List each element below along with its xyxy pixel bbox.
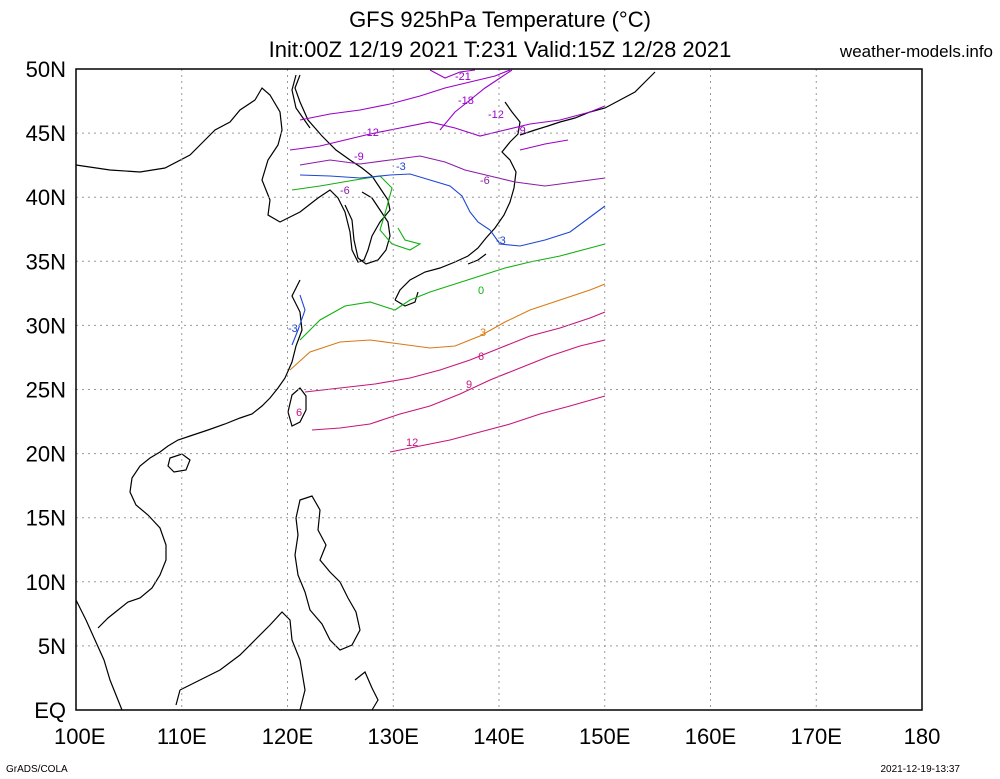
contour-0 [291,175,606,341]
coast-malaya [75,599,123,711]
latitude-tick-label: 30N [26,313,66,338]
contour-6 [304,311,606,393]
contour-label: 6 [478,351,484,363]
chart-subtitle: Init:00Z 12/19 2021 T:231 Valid:15Z 12/2… [268,37,732,62]
latitude-tick-label: 40N [26,185,66,210]
contour-minus9 [289,105,606,151]
coastlines [75,71,656,711]
latitude-tick-label: 15N [26,506,66,531]
contour-label: 9 [466,379,472,391]
footer-timestamp: 2021-12-19-13:37 [880,764,960,775]
graticule [76,69,922,710]
latitude-tick-label: 35N [26,249,66,274]
latitude-tick-label: 5N [38,634,66,659]
contour-label: -3 [496,235,506,247]
coast-philippines [294,495,361,651]
contour-label: 12 [406,437,418,449]
longitude-labels: 100E 110E 120E 130E 140E 150E 160E 170E 180 [54,724,940,749]
longitude-tick-label: 150E [579,724,630,749]
contour-label: -18 [458,95,474,107]
contour-minus3 [291,173,606,346]
latitude-tick-label: EQ [34,698,66,723]
contour-minus6 [299,155,606,187]
contour-label: 6 [296,407,302,419]
latitude-tick-label: 10N [26,570,66,595]
latitude-tick-label: 45N [26,121,66,146]
latitude-tick-label: 50N [26,57,66,82]
longitude-tick-label: 110E [157,724,207,749]
latitude-tick-label: 20N [26,442,66,467]
contour-minus18 [439,69,513,131]
longitude-tick-label: 100E [54,724,105,749]
contour-labels: -21 -18 -12 -12 -9 -9 -6 -6 -3 -3 -3 0 3… [288,71,526,449]
contour-12 [389,395,606,453]
footer-software: GrADS/COLA [6,764,68,775]
contour-label: -9 [516,125,526,137]
site-credit: weather-models.info [839,42,993,61]
latitude-tick-label: 25N [26,378,66,403]
contours [289,69,606,453]
contour-label: -3 [396,161,406,173]
contour-minus12 [299,69,511,121]
contour-9 [311,339,606,431]
contour-label: 0 [478,285,484,297]
longitude-tick-label: 180 [904,724,941,749]
contour-label: -6 [480,175,490,187]
coast-celebes [354,671,379,711]
contour-label: -12 [488,109,504,121]
longitude-tick-label: 140E [473,724,524,749]
coast-taiwan [287,387,307,427]
coast-north-islands [519,71,656,136]
contour-label: -3 [288,323,298,335]
contour-label: -9 [354,151,364,163]
contour-minus21 [429,69,476,79]
coast-korea [344,191,391,265]
latitude-labels: EQ 5N 10N 15N 20N 25N 30N 35N 40N 45N 50N [26,57,66,723]
contour-label: -6 [340,185,350,197]
longitude-tick-label: 120E [262,724,313,749]
contour-label: -21 [455,71,471,83]
map-frame [75,68,923,711]
longitude-tick-label: 160E [685,724,736,749]
contour-label: 3 [480,327,486,339]
longitude-tick-label: 170E [791,724,842,749]
contour-3 [289,283,606,371]
coast-mainland [75,74,391,629]
chart-title: GFS 925hPa Temperature (°C) [349,7,651,32]
coast-borneo [175,611,306,711]
coast-hainan [167,453,191,473]
longitude-tick-label: 130E [368,724,419,749]
